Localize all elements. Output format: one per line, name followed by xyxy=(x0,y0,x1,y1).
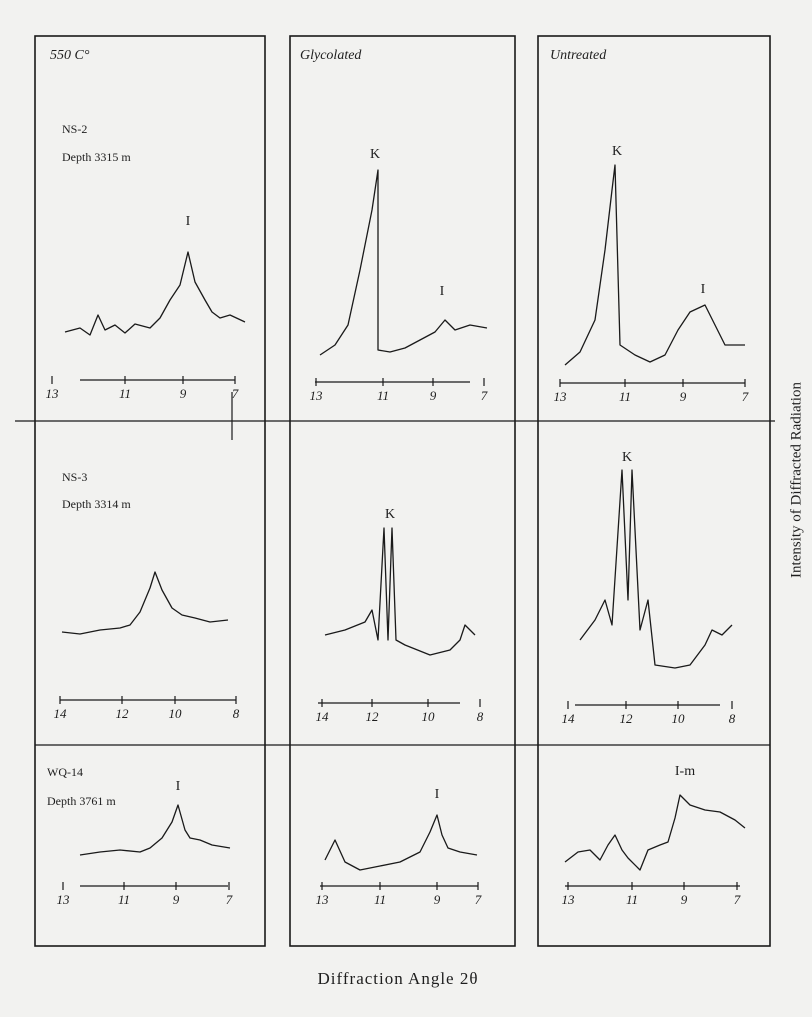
frames xyxy=(15,35,775,947)
tick-label: 13 xyxy=(562,892,576,907)
tick-label: 7 xyxy=(475,892,482,907)
tick-label: 10 xyxy=(422,709,436,724)
tick-label: 13 xyxy=(554,389,568,404)
tick-label: 11 xyxy=(119,386,131,401)
trace xyxy=(79,804,231,856)
column-header: Glycolated xyxy=(300,48,362,63)
sample-label: NS-2 xyxy=(62,122,87,136)
tick-label: 11 xyxy=(374,892,386,907)
tick-label: 9 xyxy=(180,386,187,401)
trace xyxy=(564,164,745,366)
tick-label: 14 xyxy=(562,711,576,726)
y-axis-title: Intensity of Diffracted Radiation xyxy=(788,382,804,578)
tick-label: 12 xyxy=(366,709,380,724)
tick-label: 11 xyxy=(377,388,389,403)
trace xyxy=(579,469,733,669)
tick-label: 9 xyxy=(430,388,437,403)
tick-label: 7 xyxy=(226,892,233,907)
trace xyxy=(319,169,488,356)
tick-label: 8 xyxy=(729,711,736,726)
column-frame xyxy=(289,35,516,947)
tick-label: 12 xyxy=(116,706,130,721)
peak-label: I xyxy=(435,787,440,802)
peak-label: I xyxy=(701,282,706,297)
trace xyxy=(64,251,246,336)
trace xyxy=(324,814,478,871)
trace xyxy=(564,794,746,871)
tick-label: 14 xyxy=(316,709,330,724)
column-header: 550 C° xyxy=(50,48,90,63)
column-frame xyxy=(537,35,771,947)
tick-label: 13 xyxy=(310,388,324,403)
tick-label: 7 xyxy=(742,389,749,404)
depth-label: Depth 3761 m xyxy=(47,794,116,808)
tick-label: 9 xyxy=(680,389,687,404)
depth-label: Depth 3314 m xyxy=(62,497,131,511)
tick-label: 7 xyxy=(481,388,488,403)
tick-label: 8 xyxy=(477,709,484,724)
tick-label: 7 xyxy=(734,892,741,907)
tick-label: 9 xyxy=(173,892,180,907)
sample-label: NS-3 xyxy=(62,470,87,484)
curves xyxy=(61,164,746,871)
tick-label: 13 xyxy=(57,892,71,907)
column-header: Untreated xyxy=(550,48,607,63)
tick-label: 10 xyxy=(169,706,183,721)
trace xyxy=(61,571,229,635)
depth-label: Depth 3315 m xyxy=(62,150,131,164)
tick-label: 9 xyxy=(434,892,441,907)
peak-label: I-m xyxy=(675,764,695,779)
peak-label: K xyxy=(612,144,622,159)
peak-label: I xyxy=(186,214,191,229)
peak-label: K xyxy=(622,450,632,465)
tick-label: 9 xyxy=(681,892,688,907)
tick-label: 12 xyxy=(620,711,634,726)
tick-label: 11 xyxy=(118,892,130,907)
sample-label: WQ-14 xyxy=(47,765,83,779)
tick-label: 13 xyxy=(316,892,330,907)
peak-label: I xyxy=(176,779,181,794)
peak-label: I xyxy=(440,284,445,299)
x-axis-title: Diffraction Angle 2θ xyxy=(318,969,479,988)
tick-label: 10 xyxy=(672,711,686,726)
column-frame xyxy=(34,35,266,947)
trace xyxy=(324,527,476,656)
peak-label: K xyxy=(385,507,395,522)
tick-label: 11 xyxy=(626,892,638,907)
tick-label: 8 xyxy=(233,706,240,721)
tick-label: 13 xyxy=(46,386,60,401)
peak-label: K xyxy=(370,147,380,162)
tick-label: 14 xyxy=(54,706,68,721)
tick-label: 11 xyxy=(619,389,631,404)
tick-label: 7 xyxy=(232,386,239,401)
